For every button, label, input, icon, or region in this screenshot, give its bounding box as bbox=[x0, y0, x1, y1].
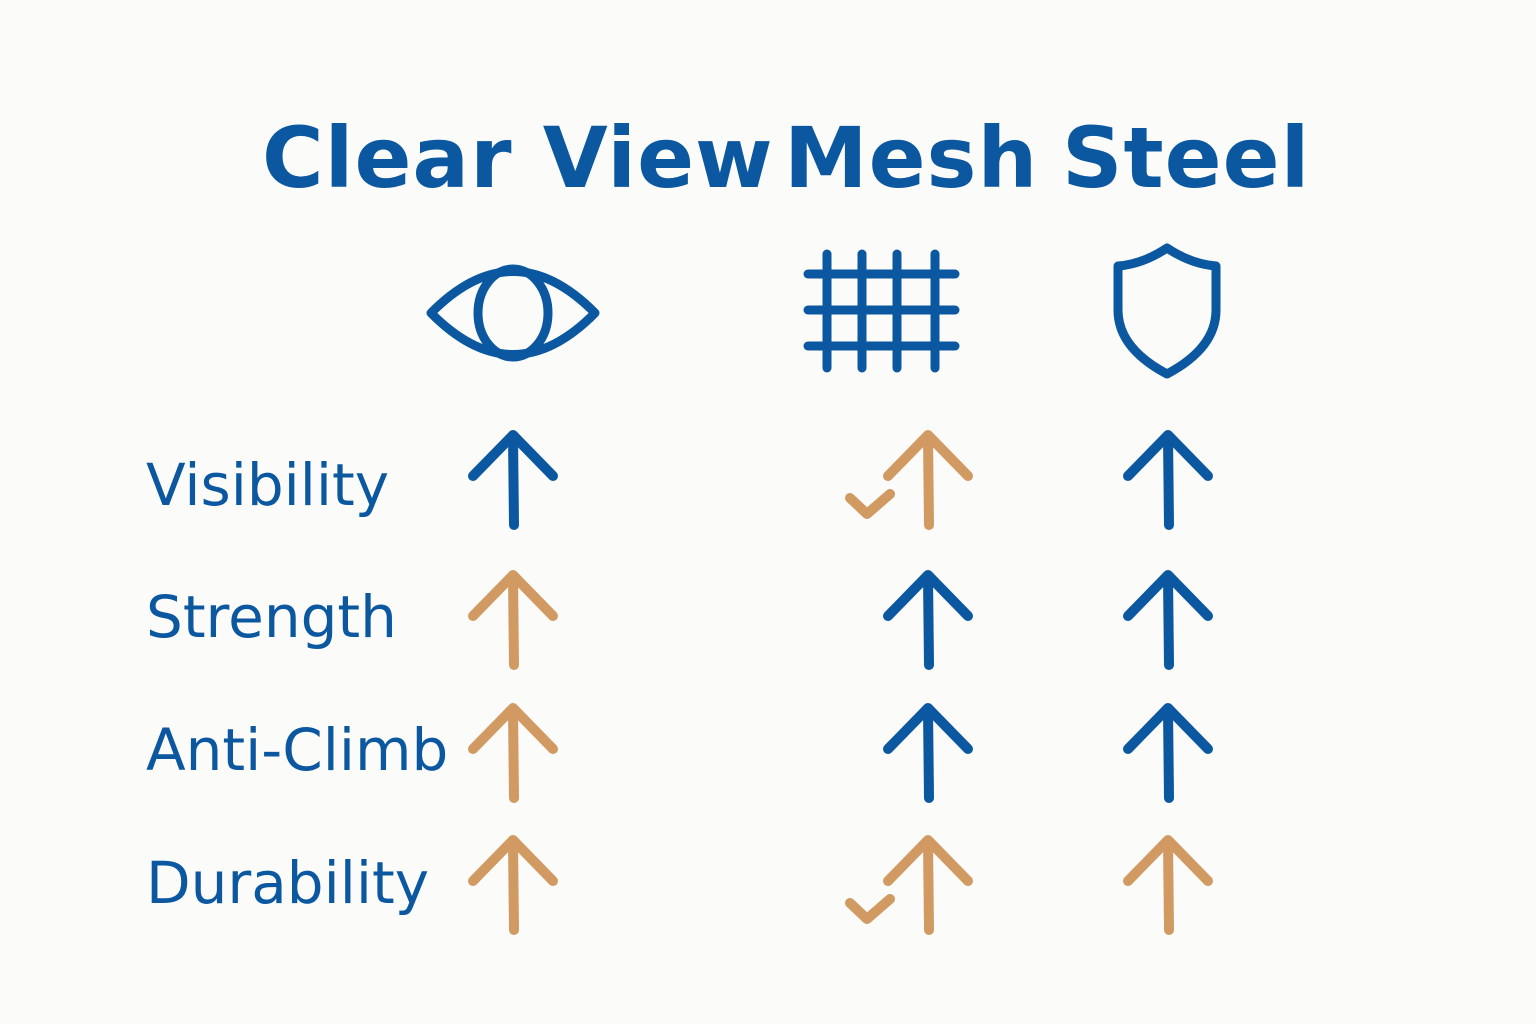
up-arrow-icon bbox=[468, 570, 558, 670]
column-title-clear-view: Clear View bbox=[262, 109, 774, 207]
column-title-steel: Steel bbox=[1062, 109, 1311, 207]
row-label-strength: Strength bbox=[146, 583, 397, 651]
mixed-rating-icon bbox=[845, 835, 973, 935]
row-label-durability: Durability bbox=[146, 849, 430, 917]
row-label-anti-climb: Anti-Climb bbox=[146, 716, 449, 784]
up-arrow-icon bbox=[883, 570, 973, 670]
mixed-rating-icon bbox=[845, 430, 973, 530]
up-arrow-icon bbox=[1123, 703, 1213, 803]
up-arrow-icon bbox=[468, 835, 558, 935]
row-label-visibility: Visibility bbox=[146, 451, 390, 519]
up-arrow-icon bbox=[883, 703, 973, 803]
eye-icon bbox=[426, 264, 600, 362]
up-arrow-icon bbox=[1123, 835, 1213, 935]
up-arrow-icon bbox=[468, 703, 558, 803]
up-arrow-icon bbox=[1123, 570, 1213, 670]
column-title-mesh: Mesh bbox=[784, 109, 1039, 207]
up-arrow-icon bbox=[1123, 430, 1213, 530]
grid-icon bbox=[803, 249, 960, 373]
shield-icon bbox=[1113, 243, 1221, 379]
up-arrow-icon bbox=[468, 430, 558, 530]
